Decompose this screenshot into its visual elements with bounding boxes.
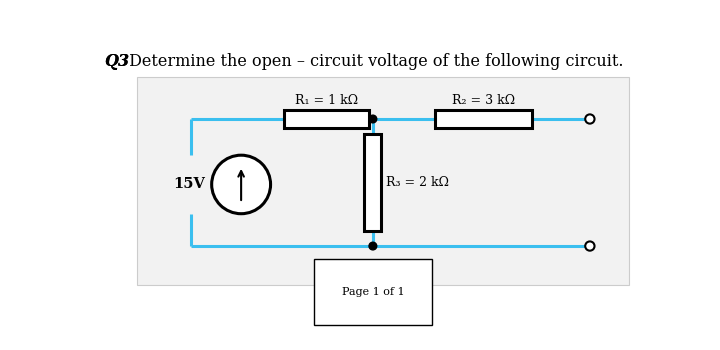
Text: 15V: 15V — [174, 177, 205, 191]
Bar — [137, 77, 629, 285]
Circle shape — [585, 114, 595, 124]
Bar — [435, 110, 532, 128]
Text: R₃ = 2 kΩ: R₃ = 2 kΩ — [386, 176, 449, 189]
Bar — [364, 134, 382, 231]
Circle shape — [212, 155, 271, 214]
Text: Q3: Q3 — [104, 53, 129, 70]
Text: Page 1 of 1: Page 1 of 1 — [341, 287, 404, 297]
Text: R₂ = 3 kΩ: R₂ = 3 kΩ — [451, 94, 515, 107]
Circle shape — [585, 241, 595, 251]
Circle shape — [369, 115, 377, 123]
Text: Q3: Q3 — [104, 53, 129, 70]
Bar — [284, 110, 369, 128]
Text: Determine the open – circuit voltage of the following circuit.: Determine the open – circuit voltage of … — [124, 53, 624, 70]
Circle shape — [369, 242, 377, 250]
Text: R₁ = 1 kΩ: R₁ = 1 kΩ — [294, 94, 358, 107]
Text: Q3 Determine the open – circuit voltage of the following circuit.: Q3 Determine the open – circuit voltage … — [104, 53, 626, 70]
